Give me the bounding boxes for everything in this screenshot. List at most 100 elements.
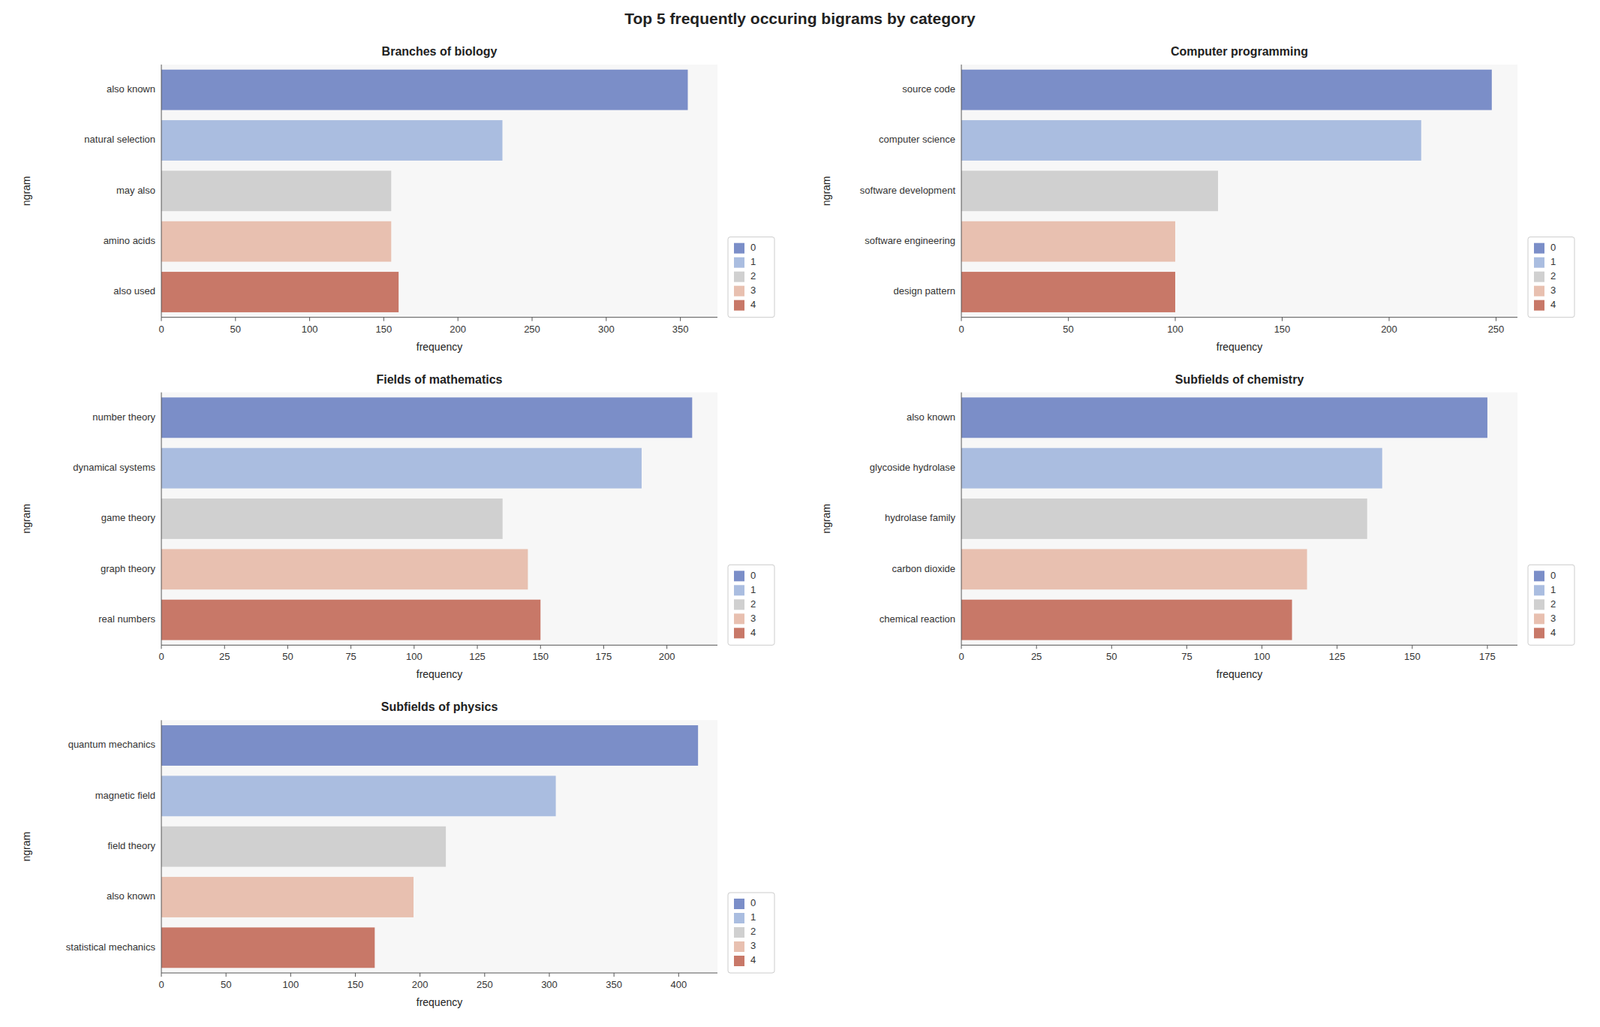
x-tick bbox=[540, 644, 542, 649]
bar bbox=[161, 221, 391, 262]
bar bbox=[961, 448, 1383, 489]
y-axis-label: ngram bbox=[820, 175, 833, 206]
x-tick bbox=[309, 317, 310, 322]
legend-swatch bbox=[733, 941, 745, 952]
x-tick-label: 0 bbox=[158, 650, 164, 662]
legend-label: 0 bbox=[750, 896, 756, 909]
y-tick-label: hydrolase family bbox=[884, 511, 956, 524]
bar bbox=[961, 120, 1422, 161]
y-tick-label: also known bbox=[106, 83, 156, 95]
x-axis-label: frequency bbox=[416, 667, 463, 680]
x-tick bbox=[666, 644, 668, 649]
bar bbox=[961, 548, 1308, 590]
bars bbox=[161, 396, 692, 640]
y-axis-line bbox=[961, 64, 963, 318]
legend-label: 2 bbox=[1550, 270, 1556, 282]
legend-label: 4 bbox=[750, 953, 756, 966]
x-tick bbox=[1261, 644, 1263, 649]
legend-swatch bbox=[733, 955, 745, 966]
y-tick-label: field theory bbox=[107, 839, 156, 852]
y-tick-label: also known bbox=[106, 890, 156, 902]
y-axis-line bbox=[961, 392, 963, 646]
legend-swatch bbox=[733, 912, 745, 924]
x-tick-label: 25 bbox=[1031, 650, 1042, 662]
legend-label: 0 bbox=[750, 241, 756, 253]
legend: 01234 bbox=[727, 237, 775, 318]
subplot-title: Subfields of physics bbox=[381, 700, 499, 713]
y-axis-label: ngram bbox=[20, 175, 33, 206]
x-tick bbox=[224, 644, 226, 649]
legend-label: 0 bbox=[1550, 569, 1556, 581]
bar bbox=[161, 120, 503, 161]
x-tick bbox=[477, 644, 479, 649]
x-tick-label: 25 bbox=[219, 650, 230, 662]
legend-box bbox=[727, 237, 775, 318]
y-tick-label: software engineering bbox=[864, 234, 956, 247]
bar bbox=[161, 498, 503, 539]
x-tick-label: 50 bbox=[220, 978, 232, 990]
legend-label: 2 bbox=[750, 270, 756, 282]
bar bbox=[961, 498, 1368, 539]
y-axis-label: ngram bbox=[20, 831, 33, 862]
x-tick-label: 175 bbox=[595, 650, 613, 662]
legend-label: 4 bbox=[750, 298, 756, 310]
y-tick-label: game theory bbox=[101, 511, 157, 524]
y-axis-label: ngram bbox=[20, 503, 33, 534]
x-axis-label: frequency bbox=[1216, 340, 1263, 353]
bar bbox=[161, 548, 528, 590]
bars bbox=[961, 396, 1488, 640]
y-axis-line bbox=[161, 64, 163, 318]
plot-area bbox=[161, 392, 718, 646]
x-tick-label: 200 bbox=[658, 650, 676, 662]
x-tick-label: 75 bbox=[1181, 650, 1192, 662]
y-tick-label: glycoside hydrolase bbox=[869, 461, 956, 473]
x-tick-label: 100 bbox=[282, 978, 299, 990]
legend-swatch bbox=[1533, 285, 1545, 297]
bars bbox=[961, 69, 1492, 313]
legend-label: 1 bbox=[750, 911, 756, 923]
y-tick-label: amino acids bbox=[103, 234, 157, 247]
y-tick-label: statistical mechanics bbox=[66, 941, 157, 953]
x-tick-label: 400 bbox=[670, 978, 687, 990]
x-tick-label: 350 bbox=[672, 323, 689, 335]
subplot: Subfields of physics05010015020025030035… bbox=[20, 700, 775, 1008]
x-tick-label: 175 bbox=[1479, 650, 1496, 662]
legend-label: 3 bbox=[1550, 284, 1556, 296]
legend-swatch bbox=[733, 598, 745, 610]
x-tick bbox=[1389, 317, 1390, 322]
x-tick bbox=[161, 972, 163, 977]
legend: 01234 bbox=[727, 892, 775, 973]
x-tick bbox=[383, 317, 385, 322]
x-tick bbox=[161, 644, 163, 649]
x-tick-label: 125 bbox=[1329, 650, 1346, 662]
x-tick bbox=[484, 972, 485, 977]
x-tick-label: 300 bbox=[598, 323, 615, 335]
legend-label: 4 bbox=[750, 626, 756, 638]
legend-swatch bbox=[1533, 271, 1545, 283]
x-tick bbox=[225, 972, 227, 977]
x-tick-label: 50 bbox=[1062, 323, 1074, 335]
x-tick bbox=[1486, 644, 1488, 649]
x-tick bbox=[1111, 644, 1113, 649]
x-tick-label: 50 bbox=[230, 323, 241, 335]
x-tick bbox=[1036, 644, 1038, 649]
x-tick-label: 50 bbox=[282, 650, 293, 662]
y-tick-label: chemical reaction bbox=[879, 613, 956, 625]
x-axis-line bbox=[961, 316, 1518, 318]
bar bbox=[161, 69, 688, 111]
subplot-title: Branches of biology bbox=[381, 45, 498, 58]
subplot-title: Subfields of chemistry bbox=[1175, 372, 1305, 386]
legend-swatch bbox=[733, 271, 745, 283]
legend-swatch bbox=[1533, 570, 1545, 581]
legend-swatch bbox=[733, 570, 745, 581]
x-tick bbox=[613, 972, 615, 977]
legend-swatch bbox=[1533, 584, 1545, 596]
bar bbox=[961, 170, 1219, 211]
x-tick-label: 250 bbox=[476, 978, 494, 990]
x-tick bbox=[350, 644, 352, 649]
x-tick-label: 150 bbox=[347, 978, 364, 990]
bar bbox=[961, 221, 1176, 262]
y-tick-label: design pattern bbox=[893, 285, 956, 297]
figure-title: Top 5 frequently occuring bigrams by cat… bbox=[624, 9, 976, 28]
plot-area bbox=[161, 64, 718, 318]
